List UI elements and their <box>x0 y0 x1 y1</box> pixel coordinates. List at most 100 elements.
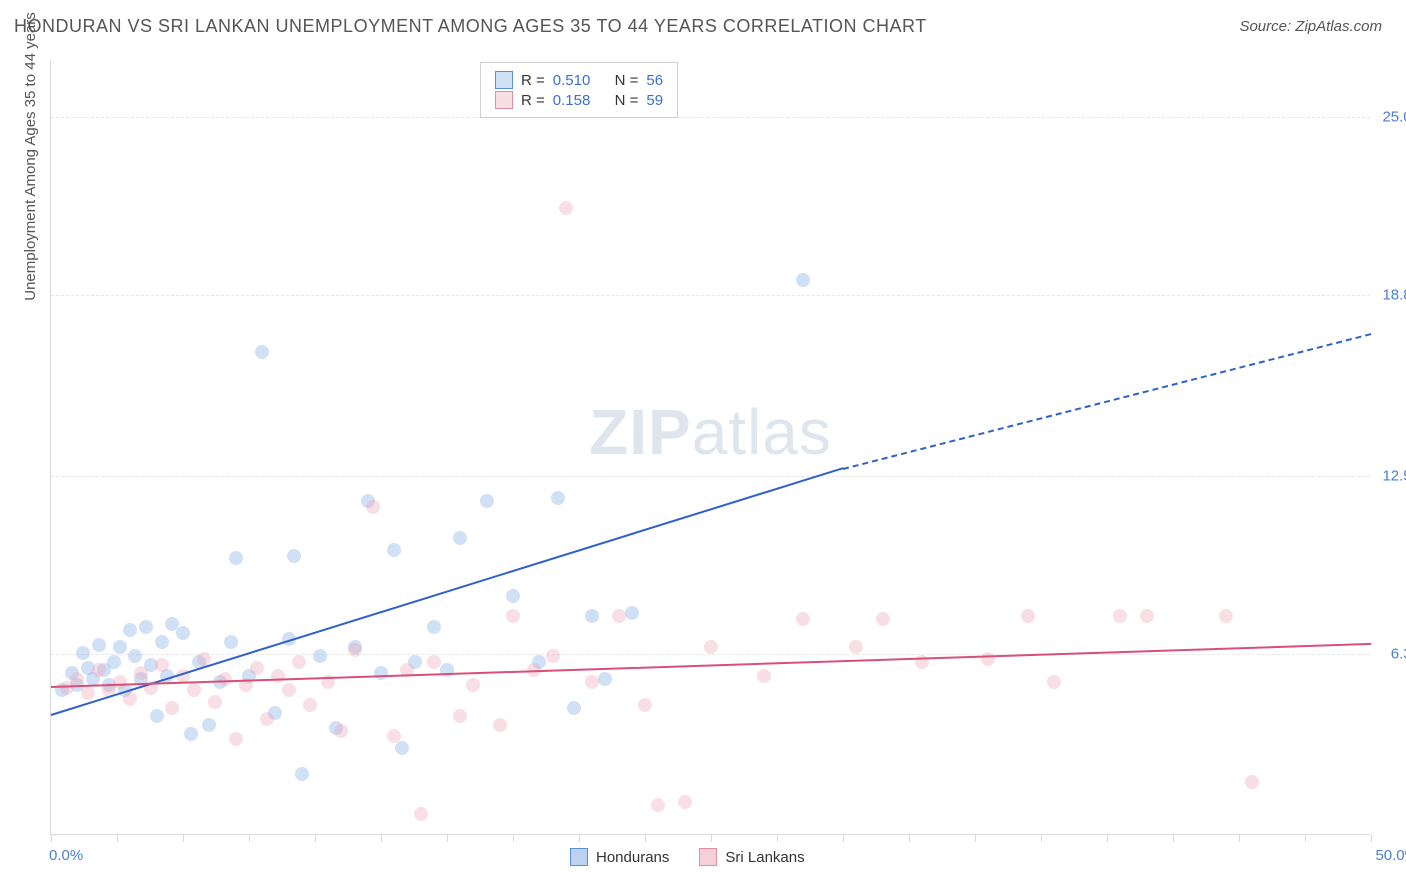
data-point-srilankans <box>559 201 573 215</box>
data-point-hondurans <box>313 649 327 663</box>
data-point-srilankans <box>796 612 810 626</box>
source-label: Source: ZipAtlas.com <box>1239 18 1382 35</box>
data-point-srilankans <box>1021 609 1035 623</box>
x-tick <box>117 834 118 842</box>
data-point-hondurans <box>107 655 121 669</box>
data-point-srilankans <box>187 683 201 697</box>
data-point-hondurans <box>128 649 142 663</box>
data-point-srilankans <box>348 643 362 657</box>
data-point-srilankans <box>638 698 652 712</box>
data-point-hondurans <box>567 701 581 715</box>
data-point-hondurans <box>92 638 106 652</box>
data-point-srilankans <box>260 712 274 726</box>
data-point-srilankans <box>704 640 718 654</box>
grid-line <box>51 117 1370 118</box>
x-tick <box>645 834 646 842</box>
data-point-hondurans <box>113 640 127 654</box>
stats-row-srilankans: R = 0.158 N = 59 <box>495 91 663 109</box>
data-point-hondurans <box>295 767 309 781</box>
x-tick <box>843 834 844 842</box>
data-point-hondurans <box>625 606 639 620</box>
data-point-srilankans <box>229 732 243 746</box>
data-point-srilankans <box>849 640 863 654</box>
data-point-srilankans <box>92 663 106 677</box>
data-point-hondurans <box>506 589 520 603</box>
data-point-srilankans <box>585 675 599 689</box>
data-point-srilankans <box>506 609 520 623</box>
data-point-srilankans <box>303 698 317 712</box>
data-point-srilankans <box>334 724 348 738</box>
data-point-srilankans <box>493 718 507 732</box>
x-tick <box>1173 834 1174 842</box>
data-point-srilankans <box>271 669 285 683</box>
n-value-srilankans: 59 <box>646 92 663 109</box>
data-point-srilankans <box>208 695 222 709</box>
legend-label-srilankans: Sri Lankans <box>725 849 804 866</box>
data-point-hondurans <box>551 491 565 505</box>
trend-line-hondurans-extrapolated <box>843 333 1371 470</box>
y-tick-label: 18.8% <box>1382 287 1406 304</box>
x-tick <box>315 834 316 842</box>
data-point-hondurans <box>796 273 810 287</box>
watermark-rest: atlas <box>692 396 832 468</box>
watermark: ZIPatlas <box>589 395 832 469</box>
data-point-srilankans <box>678 795 692 809</box>
data-point-hondurans <box>427 620 441 634</box>
x-tick <box>183 834 184 842</box>
data-point-hondurans <box>224 635 238 649</box>
data-point-hondurans <box>229 551 243 565</box>
data-point-srilankans <box>70 672 84 686</box>
data-point-srilankans <box>876 612 890 626</box>
data-point-srilankans <box>427 655 441 669</box>
data-point-hondurans <box>150 709 164 723</box>
y-tick-label: 12.5% <box>1382 468 1406 485</box>
data-point-hondurans <box>139 620 153 634</box>
data-point-srilankans <box>1219 609 1233 623</box>
x-tick <box>777 834 778 842</box>
bottom-legend: Hondurans Sri Lankans <box>570 848 805 866</box>
data-point-srilankans <box>155 658 169 672</box>
y-axis-title: Unemployment Among Ages 35 to 44 years <box>22 12 39 301</box>
x-tick <box>249 834 250 842</box>
legend-label-hondurans: Hondurans <box>596 849 669 866</box>
r-label: R = <box>521 92 545 109</box>
data-point-srilankans <box>250 661 264 675</box>
data-point-hondurans <box>598 672 612 686</box>
n-label: N = <box>615 92 639 109</box>
legend-swatch-hondurans <box>570 848 588 866</box>
data-point-srilankans <box>612 609 626 623</box>
data-point-hondurans <box>255 345 269 359</box>
data-point-srilankans <box>123 692 137 706</box>
data-point-srilankans <box>366 500 380 514</box>
data-point-srilankans <box>651 798 665 812</box>
x-tick <box>711 834 712 842</box>
trend-line-hondurans <box>51 468 844 717</box>
plot-area: ZIPatlas 6.3%12.5%18.8%25.0%0.0%50.0% <box>50 60 1370 835</box>
chart-title: HONDURAN VS SRI LANKAN UNEMPLOYMENT AMON… <box>14 16 927 37</box>
x-tick <box>513 834 514 842</box>
data-point-srilankans <box>387 729 401 743</box>
data-point-hondurans <box>184 727 198 741</box>
legend-swatch-srilankans <box>699 848 717 866</box>
data-point-srilankans <box>218 672 232 686</box>
data-point-hondurans <box>440 663 454 677</box>
x-max-label: 50.0% <box>1375 847 1406 864</box>
data-point-srilankans <box>453 709 467 723</box>
x-tick <box>1371 834 1372 842</box>
data-point-srilankans <box>1113 609 1127 623</box>
data-point-hondurans <box>395 741 409 755</box>
stats-row-hondurans: R = 0.510 N = 56 <box>495 71 663 89</box>
data-point-srilankans <box>414 807 428 821</box>
grid-line <box>51 476 1370 477</box>
legend-item-hondurans: Hondurans <box>570 848 669 866</box>
legend-item-srilankans: Sri Lankans <box>699 848 804 866</box>
swatch-srilankans <box>495 91 513 109</box>
swatch-hondurans <box>495 71 513 89</box>
x-tick <box>909 834 910 842</box>
data-point-srilankans <box>466 678 480 692</box>
x-tick <box>1239 834 1240 842</box>
data-point-hondurans <box>374 666 388 680</box>
data-point-hondurans <box>585 609 599 623</box>
x-tick <box>579 834 580 842</box>
data-point-hondurans <box>76 646 90 660</box>
